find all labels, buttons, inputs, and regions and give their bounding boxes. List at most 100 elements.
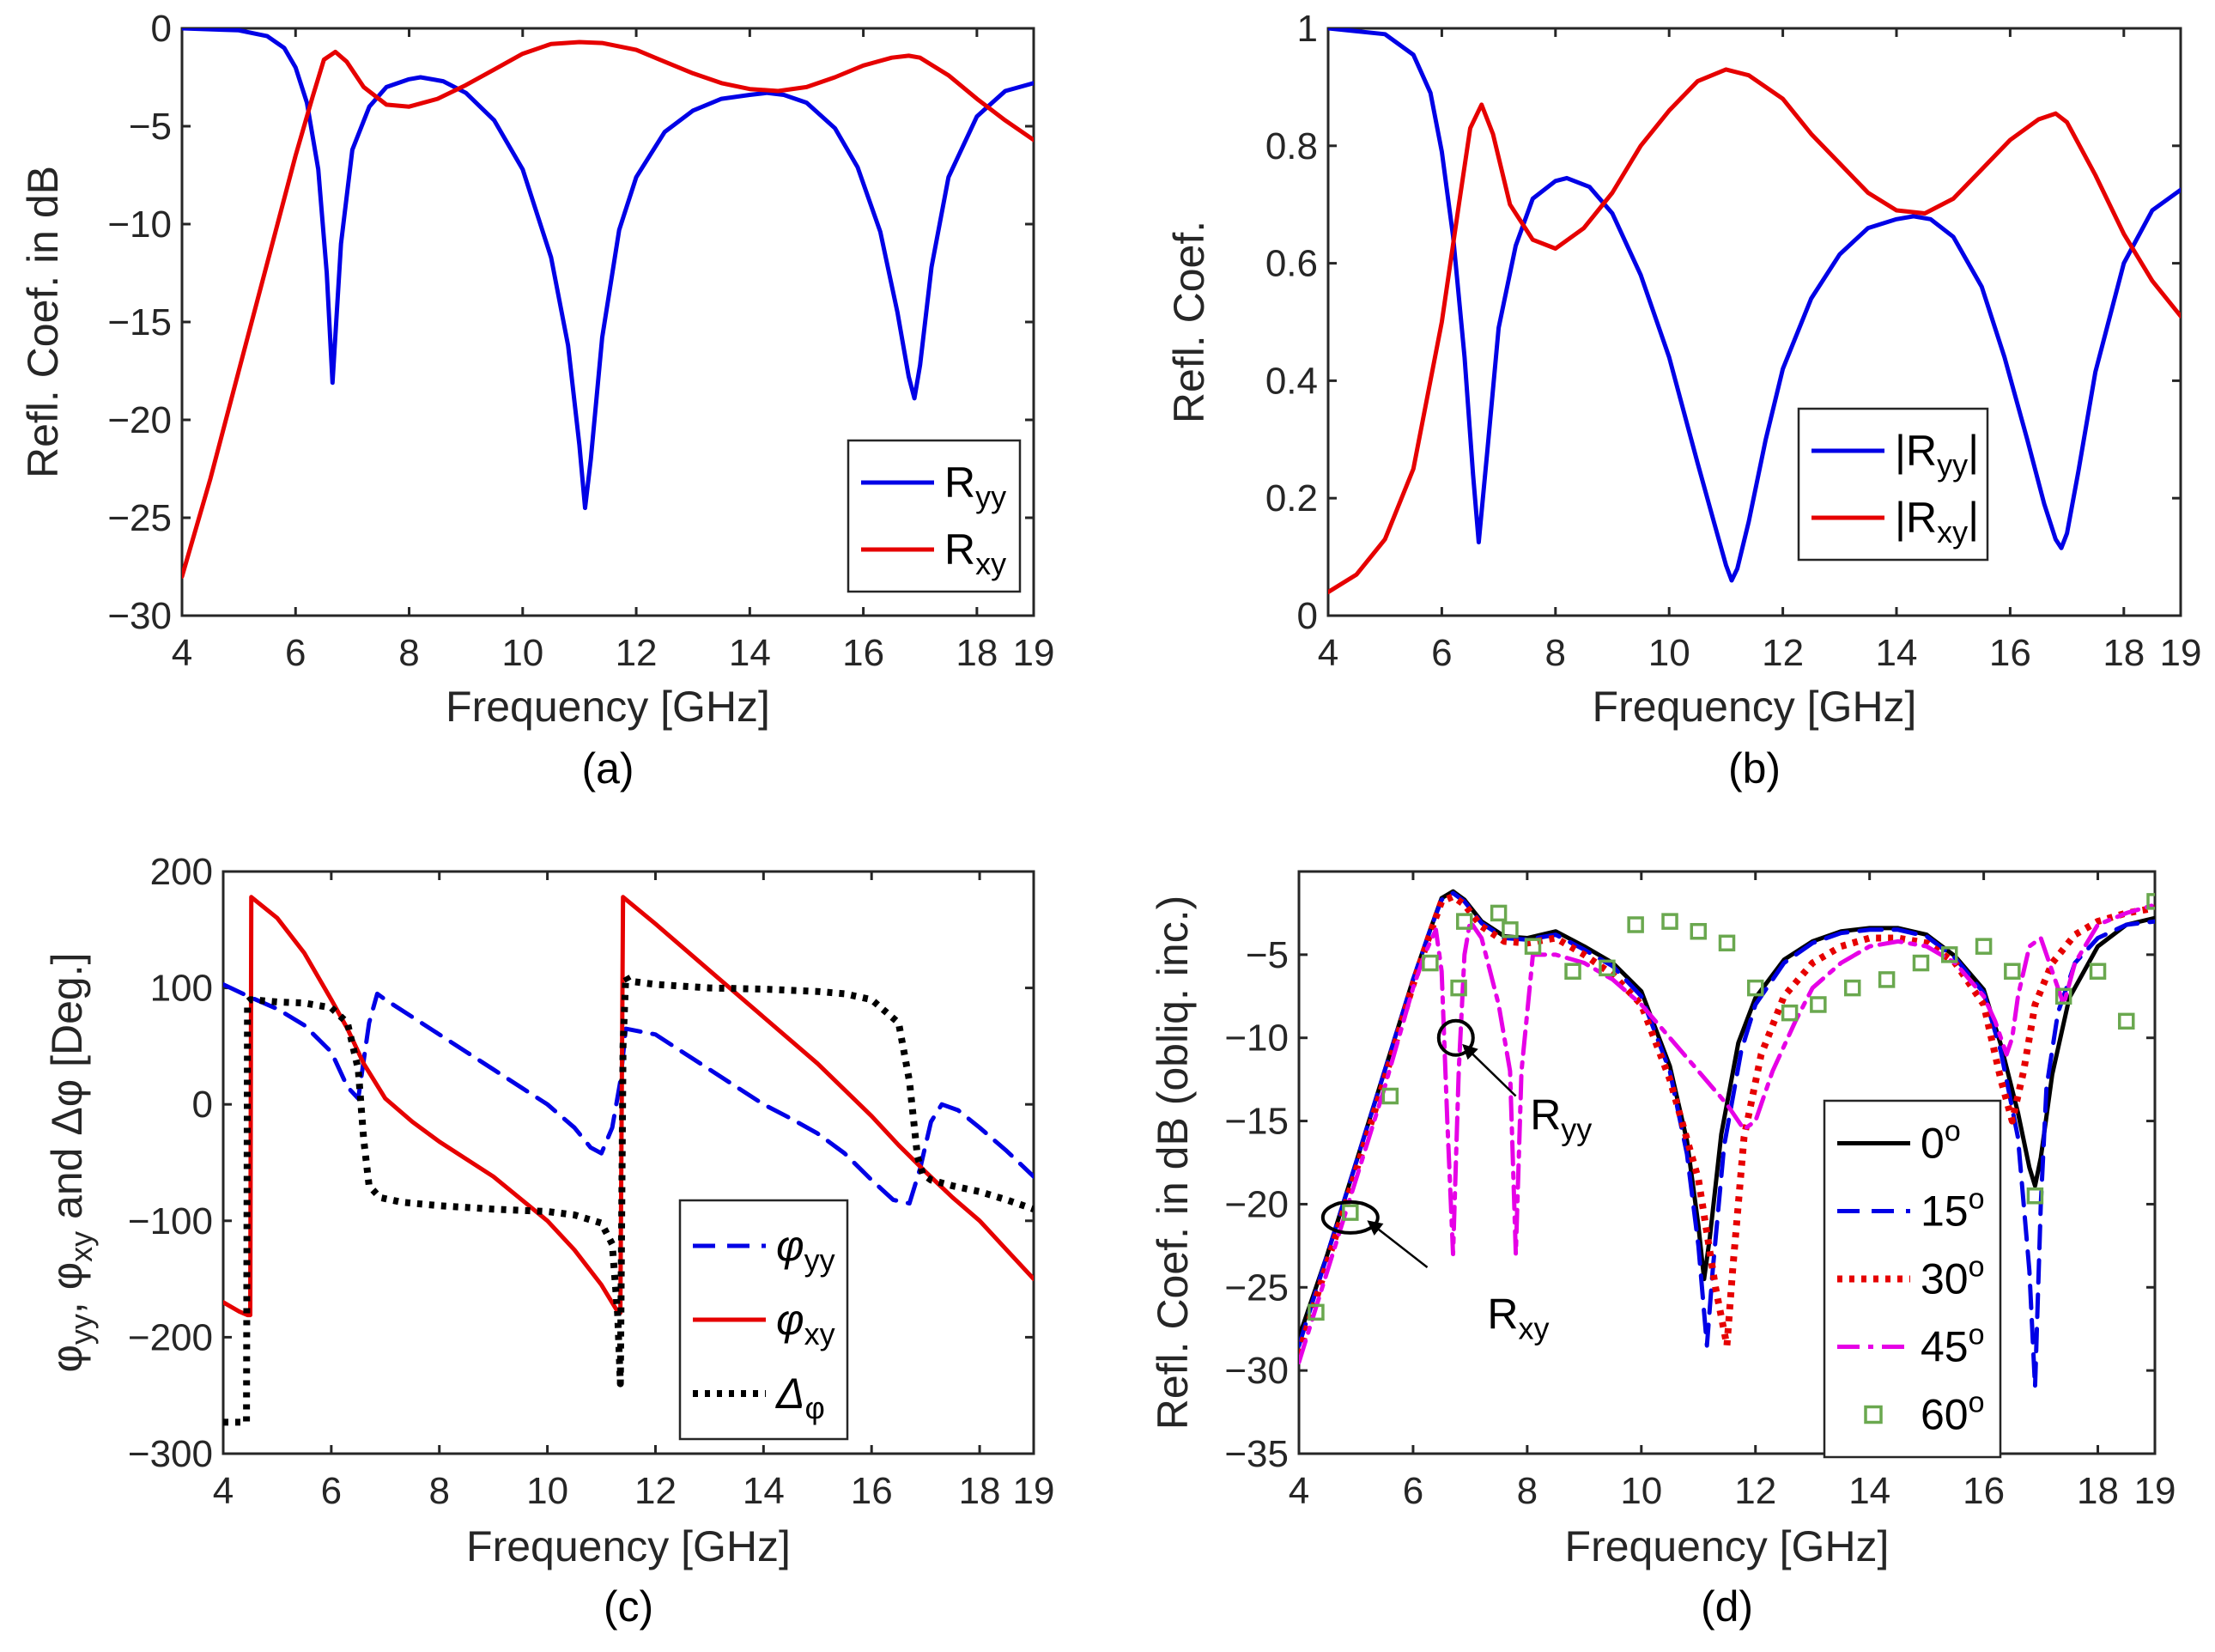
y-tick-label: −30 xyxy=(1224,1350,1289,1392)
legend-marker xyxy=(1864,1405,1883,1424)
x-tick-label: 10 xyxy=(501,632,543,674)
legend-label: 45o xyxy=(1921,1319,1985,1371)
series-group xyxy=(182,28,1034,579)
legend-box xyxy=(1797,407,1989,562)
marker-60deg xyxy=(2146,893,2155,910)
annotation-ellipse xyxy=(1436,1018,1475,1057)
y-tick-label: −15 xyxy=(1224,1101,1289,1143)
marker-60deg xyxy=(1781,1004,1799,1022)
axes-frame xyxy=(1326,27,2182,617)
y-axis-label-part: , φ xyxy=(43,1262,91,1314)
y-axis-label-part: and Δφ [Deg.] xyxy=(43,953,91,1231)
x-tick-label: 16 xyxy=(1989,632,2031,674)
y-tick-label: −5 xyxy=(1246,934,1289,976)
marker-60deg xyxy=(1381,1087,1399,1105)
annotation-label: Ryy xyxy=(1530,1090,1592,1146)
annotation-label: Rxy xyxy=(1487,1291,1549,1346)
y-tick-label: 0 xyxy=(192,1084,213,1126)
marker-60deg xyxy=(2004,963,2021,980)
marker-60deg xyxy=(1746,979,1764,997)
legend-label: 60o xyxy=(1921,1387,1985,1439)
x-tick-label: 19 xyxy=(1013,632,1055,674)
y-tick-label: −15 xyxy=(107,301,172,343)
legend-label: Ryy xyxy=(944,459,1006,514)
marker-60deg xyxy=(1308,1303,1325,1321)
panel-c-chart: 4 6 8 10 12 14 16 18 19 200 100 0 −100 −200 −300 Freque… xyxy=(43,851,1054,1631)
y-tick-label: 100 xyxy=(150,968,213,1010)
marker-60deg xyxy=(1502,921,1519,938)
x-tick-label: 6 xyxy=(1403,1470,1423,1512)
series-line-d-1 xyxy=(1299,890,2155,1389)
y-axis-label-part: xy xyxy=(64,1231,99,1262)
marker-60deg xyxy=(2118,1012,2135,1030)
marker-60deg xyxy=(1810,996,1827,1013)
marker-60deg xyxy=(1564,963,1581,980)
annotation-arrow xyxy=(1462,1043,1517,1097)
panel-b-chart: 4 6 8 10 12 14 16 18 19 1 0.8 0.6 0.4 0.2 0 Frequency [… xyxy=(1165,8,2201,793)
y-tick-label: −30 xyxy=(107,595,172,637)
marker-60deg xyxy=(2054,987,2072,1005)
x-tick-label: 16 xyxy=(842,632,884,674)
x-tick-label: 14 xyxy=(743,1470,785,1512)
x-tick-label: 19 xyxy=(1013,1470,1055,1512)
marker-60deg xyxy=(1975,938,1993,955)
marker-60deg xyxy=(1661,913,1678,930)
series-line-c-2 xyxy=(223,973,1034,1426)
legend-label: 0o xyxy=(1921,1115,1961,1168)
x-tick-label: 18 xyxy=(2103,632,2145,674)
x-axis-label: Frequency [GHz] xyxy=(466,1522,791,1570)
y-tick-label: 0.6 xyxy=(1265,243,1318,285)
x-axis-label: Frequency [GHz] xyxy=(1593,683,1917,731)
x-tick-label: 10 xyxy=(1648,632,1690,674)
x-tick-label: 12 xyxy=(616,632,658,674)
y-axis-label: Refl. Coef. in dB (obliq. inc.) xyxy=(1149,896,1197,1430)
x-tick-label: 8 xyxy=(1545,632,1566,674)
annotation-ellipse xyxy=(1320,1200,1380,1235)
marker-60deg xyxy=(1524,938,1542,955)
axes-frame xyxy=(1297,870,2157,1455)
x-tick-label: 6 xyxy=(285,632,306,674)
legend-label: φxy xyxy=(776,1296,835,1351)
x-tick-label: 4 xyxy=(172,632,192,674)
panel-caption: (a) xyxy=(581,744,634,793)
x-tick-label: 14 xyxy=(1876,632,1918,674)
marker-60deg xyxy=(1490,904,1508,922)
y-tick-label: −100 xyxy=(128,1200,213,1242)
y-tick-label: −5 xyxy=(129,106,172,148)
x-tick-label: 4 xyxy=(1289,1470,1309,1512)
panel-d-chart: 4 6 8 10 12 14 16 18 19 −5 −10 −15 −20 −25 −30 −35 Frequ… xyxy=(1149,870,2176,1631)
panel-caption: (b) xyxy=(1728,744,1781,793)
x-tick-label: 16 xyxy=(851,1470,893,1512)
series-line-d-3 xyxy=(1299,902,2155,1364)
x-tick-label: 4 xyxy=(1318,632,1338,674)
x-tick-label: 12 xyxy=(1734,1470,1776,1512)
legend-label: Δφ xyxy=(775,1370,825,1425)
x-tick-label: 12 xyxy=(1762,632,1804,674)
panel-caption: (c) xyxy=(604,1582,653,1631)
x-tick-label: 8 xyxy=(428,1470,449,1512)
marker-60deg xyxy=(1940,946,1958,963)
x-axis-label: Frequency [GHz] xyxy=(1565,1522,1890,1570)
x-tick-label: 19 xyxy=(2160,632,2202,674)
x-tick-label: 6 xyxy=(1431,632,1452,674)
x-axis-label: Frequency [GHz] xyxy=(446,683,770,731)
y-tick-label: 0.4 xyxy=(1265,360,1318,402)
marker-60deg xyxy=(1718,934,1736,952)
y-tick-label: −25 xyxy=(1224,1266,1289,1309)
y-tick-label: 0 xyxy=(151,8,172,50)
legend-label: 30o xyxy=(1921,1251,1985,1303)
legend-label: 15o xyxy=(1921,1183,1985,1236)
x-tick-label: 18 xyxy=(2077,1470,2119,1512)
marker-60deg xyxy=(1599,959,1616,977)
x-tick-label: 16 xyxy=(1963,1470,2005,1512)
y-tick-label: −20 xyxy=(107,399,172,441)
legend-label: |Rxy| xyxy=(1895,494,1979,550)
annotation-arrow xyxy=(1367,1220,1429,1269)
y-axis-label: φyy, φxy and Δφ [Deg.] xyxy=(43,953,99,1373)
x-tick-label: 19 xyxy=(2134,1470,2176,1512)
series-group xyxy=(223,895,1034,1426)
series-group xyxy=(1299,889,2155,1389)
y-tick-label: −35 xyxy=(1224,1433,1289,1475)
legend-box xyxy=(847,439,1022,593)
